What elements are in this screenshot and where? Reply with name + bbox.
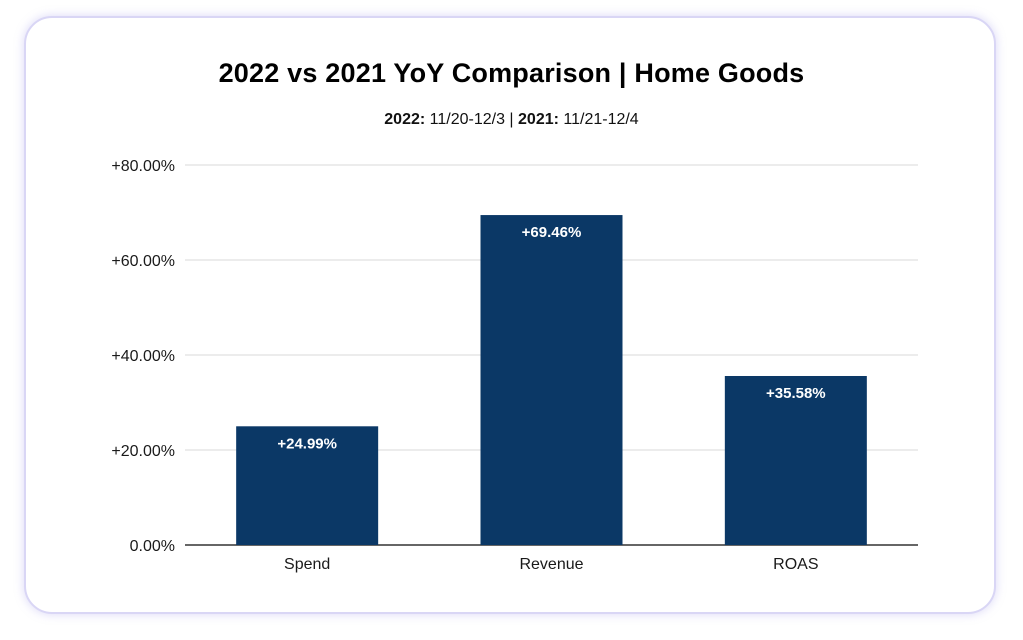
labels: 0.00% +20.00% +40.00% +60.00% +80.00% +24.99%… <box>111 158 825 573</box>
subtitle-2022-label: 2022: <box>384 111 426 128</box>
y-tick-label: +20.00% <box>111 443 175 460</box>
bar-roas <box>724 375 867 545</box>
bar-spend <box>236 426 379 545</box>
y-tick-label: +80.00% <box>111 158 175 175</box>
subtitle-2021-label: 2021: <box>518 111 559 128</box>
chart-title: 2022 vs 2021 YoY Comparison | Home Goods <box>218 58 805 88</box>
data-label: +35.58% <box>766 385 826 402</box>
bar-revenue <box>480 215 623 545</box>
data-label: +69.46% <box>522 224 582 241</box>
y-tick-label: +60.00% <box>111 253 175 270</box>
bars <box>236 215 867 545</box>
x-category-label: ROAS <box>773 556 818 573</box>
x-category-label: Spend <box>284 556 330 573</box>
y-tick-label: 0.00% <box>130 538 175 555</box>
subtitle-2021-range: 11/21-12/4 <box>558 111 639 128</box>
data-label: +24.99% <box>277 435 337 452</box>
x-category-label: Revenue <box>519 556 583 573</box>
y-tick-label: +40.00% <box>111 348 175 365</box>
subtitle-2022-range: 11/20-12/3 | <box>425 111 519 128</box>
chart-subtitle: 2022: 11/20-12/3 | 2021: 11/21-12/4 <box>0 111 1023 129</box>
